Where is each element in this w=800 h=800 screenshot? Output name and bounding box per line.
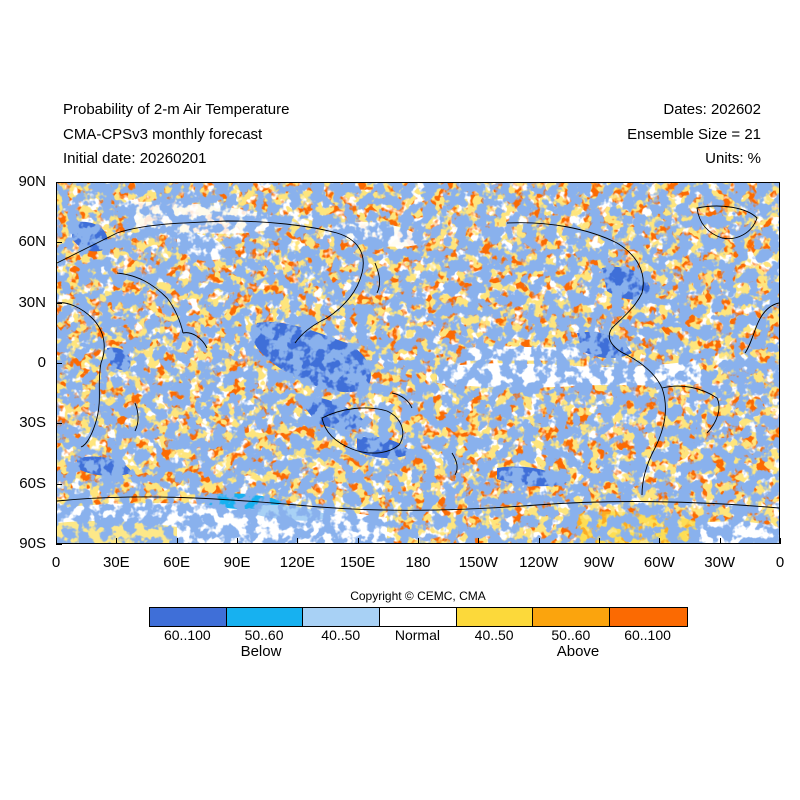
longitude-tick	[599, 538, 600, 544]
latitude-tick	[56, 423, 62, 425]
legend-bin-label: 50..60	[244, 627, 284, 643]
legend-swatch	[610, 608, 687, 626]
title-line-2: CMA-CPSv3 monthly forecast	[63, 126, 263, 143]
legend-below-label: Below	[240, 643, 282, 660]
ensemble-size-label: Ensemble Size = 21	[627, 126, 761, 143]
longitude-label: 0	[775, 554, 785, 571]
legend-bin-label: 40..50	[474, 627, 514, 643]
latitude-tick	[56, 363, 62, 364]
title-line-3: Initial date: 20260201	[63, 150, 207, 167]
longitude-tick	[538, 538, 540, 544]
legend-swatch	[380, 608, 457, 626]
legend-above-label: Above	[556, 643, 600, 660]
legend-bin-label: 40..50	[321, 627, 361, 643]
legend-swatch	[226, 608, 304, 626]
longitude-label: 150E	[340, 554, 376, 571]
legend-colorbar	[149, 607, 688, 627]
legend-swatch	[303, 608, 381, 626]
latitude-label: 90S	[19, 535, 46, 552]
latitude-tick	[56, 302, 62, 304]
legend-swatch	[533, 608, 611, 626]
legend-bin-label: 50..60	[551, 627, 591, 643]
longitude-label: 60W	[643, 554, 675, 571]
latitude-label: 30N	[18, 293, 46, 311]
latitude-label: 0	[37, 354, 46, 371]
latitude-label: 30S	[19, 414, 46, 432]
probability-map	[56, 182, 780, 544]
latitude-tick	[56, 242, 62, 244]
coastlines	[57, 205, 779, 511]
legend-bin-label: 60..100	[624, 627, 671, 643]
copyright-label: Copyright © CEMC, CMA	[350, 589, 486, 603]
longitude-label: 150W	[458, 554, 498, 571]
longitude-tick	[116, 538, 118, 544]
longitude-label: 90E	[223, 554, 251, 571]
longitude-label: 30E	[102, 554, 130, 571]
longitude-label: 0	[51, 554, 61, 571]
latitude-label: 60N	[18, 233, 46, 251]
legend-bin-label: Normal	[394, 627, 440, 643]
longitude-label: 120E	[279, 554, 315, 571]
units-label: Units: %	[705, 150, 761, 167]
latitude-label: 60S	[19, 474, 46, 492]
legend-swatch	[150, 608, 227, 626]
longitude-tick	[237, 538, 238, 544]
longitude-label: 90W	[583, 554, 615, 571]
latitude-tick	[56, 544, 62, 545]
longitude-tick	[418, 538, 419, 544]
legend-swatch	[456, 608, 534, 626]
longitude-tick	[357, 538, 359, 544]
longitude-tick	[176, 538, 178, 544]
below-patches	[57, 183, 779, 543]
title-line-1: Probability of 2-m Air Temperature	[63, 101, 290, 118]
longitude-label: 60E	[163, 554, 191, 571]
map-svg	[57, 183, 779, 543]
dates-label: Dates: 202602	[663, 101, 761, 118]
longitude-tick	[478, 538, 480, 544]
longitude-label: 30W	[704, 554, 736, 571]
latitude-tick	[56, 182, 62, 183]
longitude-tick	[56, 538, 57, 544]
longitude-tick	[719, 538, 721, 544]
longitude-tick	[297, 538, 299, 544]
longitude-tick	[780, 538, 781, 544]
legend-bin-label: 60..100	[163, 627, 211, 643]
latitude-tick	[56, 483, 62, 485]
longitude-label: 120W	[519, 554, 559, 571]
longitude-label: 180	[405, 554, 431, 571]
longitude-tick	[659, 538, 661, 544]
latitude-label: 90N	[18, 173, 46, 190]
